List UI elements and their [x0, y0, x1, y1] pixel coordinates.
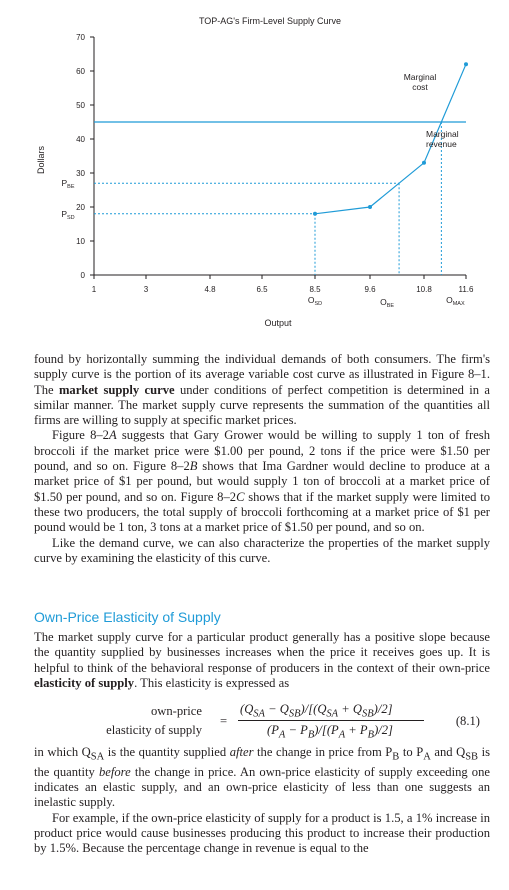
x-tick-label: 11.6 — [459, 285, 475, 294]
paragraph-2: Figure 8–2A suggests that Gary Grower wo… — [34, 428, 490, 535]
body-text-block-2: The market supply curve for a particular… — [34, 630, 490, 691]
paragraph-5: in which QSA is the quantity supplied af… — [34, 745, 490, 810]
max-output-label: OMAX — [446, 295, 465, 307]
x-tick-label: 1 — [92, 285, 97, 294]
marginal-cost-label-line-2: cost — [412, 82, 428, 92]
elasticity-equation: own-price elasticity of supply = (QSA − … — [34, 702, 490, 742]
equation-denominator: (PA − PB)/[(PA + PB)/2] — [267, 723, 393, 741]
marginal-cost-point — [368, 205, 372, 209]
shutdown-price-label: PSD — [61, 209, 74, 221]
equation-fraction-bar — [238, 720, 424, 721]
marginal-revenue-label-line-1: Marginal — [426, 129, 459, 139]
x-tick-label: 4.8 — [204, 285, 216, 294]
shutdown-output-label: OSD — [308, 295, 322, 307]
x-axis-ticks: 1 3 4.8 6.5 8.5 9.6 10.8 11.6 — [92, 275, 474, 294]
paragraph-3: Like the demand curve, we can also chara… — [34, 535, 490, 565]
supply-curve-chart: TOP-AG's Firm-Level Supply Curve Dollars… — [36, 16, 474, 328]
marginal-cost-point — [313, 211, 317, 216]
equation-label-line-2: elasticity of supply — [106, 723, 202, 737]
marginal-cost-curve — [314, 63, 467, 215]
paragraph-6: For example, if the own-price elasticity… — [34, 810, 490, 856]
y-tick-label: 0 — [81, 271, 86, 280]
x-tick-label: 6.5 — [256, 285, 268, 294]
chart-title: TOP-AG's Firm-Level Supply Curve — [199, 16, 341, 26]
breakeven-price-label: PBE — [61, 178, 74, 190]
guide-lines — [94, 122, 442, 275]
x-tick-label: 9.6 — [364, 285, 376, 294]
series-layer — [94, 62, 468, 216]
y-tick-label: 60 — [76, 67, 85, 76]
x-tick-label: 10.8 — [416, 285, 432, 294]
breakeven-output-label: OBE — [380, 297, 394, 309]
y-tick-label: 30 — [76, 169, 85, 178]
y-tick-label: 10 — [76, 237, 85, 246]
marginal-cost-label-line-1: Marginal — [404, 72, 437, 82]
x-tick-label: 3 — [144, 285, 149, 294]
y-axis-ticks: 0 10 20 30 40 50 60 70 — [76, 33, 94, 280]
y-axis-label: Dollars — [36, 146, 46, 175]
marginal-cost-point — [464, 62, 468, 67]
x-axis-label: Output — [264, 318, 292, 328]
marginal-cost-point — [422, 160, 426, 165]
y-tick-label: 70 — [76, 33, 85, 42]
paragraph-4: The market supply curve for a particular… — [34, 630, 490, 690]
marginal-revenue-label-line-2: revenue — [426, 139, 457, 149]
body-text-block-3: in which QSA is the quantity supplied af… — [34, 745, 490, 857]
equation-numerator: (QSA − QSB)/[(QSA + QSB)/2] — [240, 702, 393, 720]
section-heading: Own-Price Elasticity of Supply — [34, 609, 221, 625]
y-tick-label: 20 — [76, 203, 85, 212]
body-text-block-1: found by horizontally summing the indivi… — [34, 352, 490, 566]
equation-equals-sign: = — [220, 714, 228, 728]
y-tick-label: 40 — [76, 135, 85, 144]
x-tick-label: 8.5 — [309, 285, 321, 294]
chart-axes — [93, 37, 466, 276]
paragraph-1: found by horizontally summing the indivi… — [34, 352, 490, 428]
equation-number: (8.1) — [455, 714, 480, 728]
equation-label-line-1: own-price — [150, 704, 202, 718]
y-tick-label: 50 — [76, 101, 85, 110]
